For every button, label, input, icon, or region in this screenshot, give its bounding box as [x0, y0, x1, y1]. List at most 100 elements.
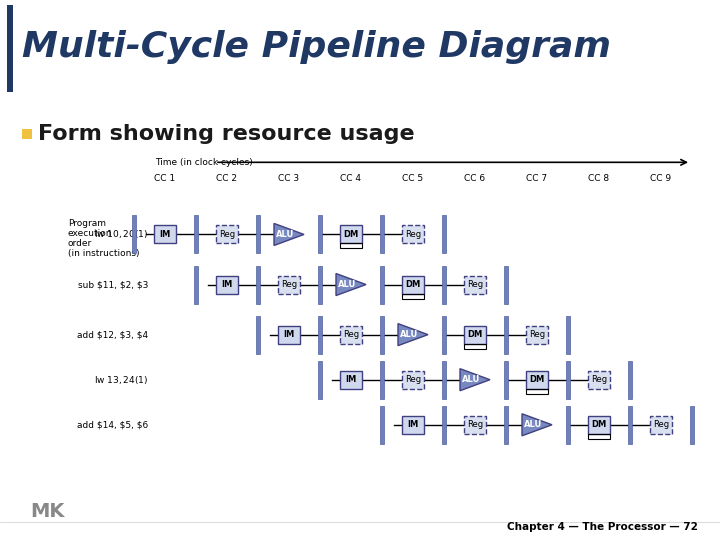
FancyBboxPatch shape — [340, 326, 362, 343]
Text: Reg: Reg — [467, 420, 483, 429]
Text: CC 8: CC 8 — [588, 174, 610, 184]
FancyBboxPatch shape — [402, 225, 424, 244]
Text: Reg: Reg — [405, 375, 421, 384]
Text: DM: DM — [591, 420, 607, 429]
Bar — [442, 315, 446, 354]
Text: ALU: ALU — [338, 280, 356, 289]
Text: IM: IM — [346, 375, 356, 384]
Bar — [504, 361, 508, 399]
Bar — [340, 244, 362, 248]
FancyBboxPatch shape — [464, 275, 486, 294]
Bar — [380, 315, 384, 354]
Text: CC 5: CC 5 — [402, 174, 423, 184]
Text: DM: DM — [529, 375, 544, 384]
Bar — [318, 266, 322, 303]
Bar — [194, 215, 198, 253]
Text: IM: IM — [408, 420, 418, 429]
Polygon shape — [336, 274, 366, 295]
Bar — [380, 406, 384, 444]
FancyBboxPatch shape — [402, 416, 424, 434]
Bar — [526, 389, 548, 394]
Text: Reg: Reg — [219, 230, 235, 239]
Text: Reg: Reg — [467, 280, 483, 289]
Text: CC 2: CC 2 — [217, 174, 238, 184]
Bar — [442, 215, 446, 253]
Text: CC 1: CC 1 — [154, 174, 176, 184]
Bar — [380, 215, 384, 253]
Text: DM: DM — [405, 280, 420, 289]
Bar — [256, 266, 260, 303]
Bar — [256, 215, 260, 253]
Text: order: order — [68, 239, 92, 248]
Bar — [318, 361, 322, 399]
Text: add $14, $5, $6: add $14, $5, $6 — [77, 420, 148, 429]
Text: execution: execution — [68, 230, 112, 239]
FancyBboxPatch shape — [464, 326, 486, 343]
Bar — [504, 406, 508, 444]
FancyBboxPatch shape — [216, 225, 238, 244]
Text: ALU: ALU — [276, 230, 294, 239]
Text: IM: IM — [284, 330, 294, 339]
Text: MK: MK — [30, 502, 64, 522]
FancyBboxPatch shape — [402, 370, 424, 389]
FancyBboxPatch shape — [340, 225, 362, 244]
Text: Reg: Reg — [343, 330, 359, 339]
Text: Reg: Reg — [653, 420, 669, 429]
Bar — [442, 266, 446, 303]
Bar — [588, 434, 610, 439]
Bar — [256, 315, 260, 354]
Bar — [464, 343, 486, 349]
FancyBboxPatch shape — [340, 370, 362, 389]
Bar — [690, 406, 694, 444]
Text: Time (in clock cycles): Time (in clock cycles) — [155, 158, 253, 167]
Text: DM: DM — [343, 230, 359, 239]
FancyBboxPatch shape — [588, 370, 610, 389]
FancyBboxPatch shape — [526, 326, 548, 343]
Bar — [7, 5, 13, 92]
Bar — [566, 361, 570, 399]
FancyBboxPatch shape — [278, 275, 300, 294]
FancyBboxPatch shape — [402, 275, 424, 294]
Text: CC 6: CC 6 — [464, 174, 485, 184]
Bar — [132, 215, 136, 253]
Bar — [566, 315, 570, 354]
Bar — [442, 361, 446, 399]
Text: Program: Program — [68, 219, 106, 228]
Text: IM: IM — [221, 280, 233, 289]
Bar — [442, 406, 446, 444]
Bar — [504, 315, 508, 354]
Text: (in instructions): (in instructions) — [68, 249, 140, 259]
Text: lw $13, 24($1): lw $13, 24($1) — [94, 374, 148, 386]
Text: Chapter 4 — The Processor — 72: Chapter 4 — The Processor — 72 — [507, 522, 698, 532]
Text: Reg: Reg — [529, 330, 545, 339]
Bar — [628, 406, 632, 444]
Polygon shape — [522, 414, 552, 436]
Bar — [566, 406, 570, 444]
FancyBboxPatch shape — [588, 416, 610, 434]
Text: CC 3: CC 3 — [279, 174, 300, 184]
Polygon shape — [460, 369, 490, 391]
Bar — [194, 266, 198, 303]
Text: lw $10, 20($1): lw $10, 20($1) — [94, 228, 148, 240]
Bar — [380, 266, 384, 303]
Text: sub $11, $2, $3: sub $11, $2, $3 — [78, 280, 148, 289]
Text: CC 9: CC 9 — [650, 174, 672, 184]
Text: Reg: Reg — [591, 375, 607, 384]
Bar — [402, 294, 424, 299]
Bar — [318, 215, 322, 253]
Bar — [628, 361, 632, 399]
Text: Form showing resource usage: Form showing resource usage — [38, 124, 415, 144]
Bar — [380, 361, 384, 399]
Text: Reg: Reg — [281, 280, 297, 289]
Text: Multi-Cycle Pipeline Diagram: Multi-Cycle Pipeline Diagram — [22, 30, 611, 64]
Text: CC 7: CC 7 — [526, 174, 548, 184]
FancyBboxPatch shape — [154, 225, 176, 244]
Bar — [318, 315, 322, 354]
FancyBboxPatch shape — [216, 275, 238, 294]
FancyBboxPatch shape — [464, 416, 486, 434]
Text: CC 4: CC 4 — [341, 174, 361, 184]
Bar — [504, 266, 508, 303]
Text: DM: DM — [467, 330, 482, 339]
FancyBboxPatch shape — [526, 370, 548, 389]
Bar — [22, 129, 32, 139]
